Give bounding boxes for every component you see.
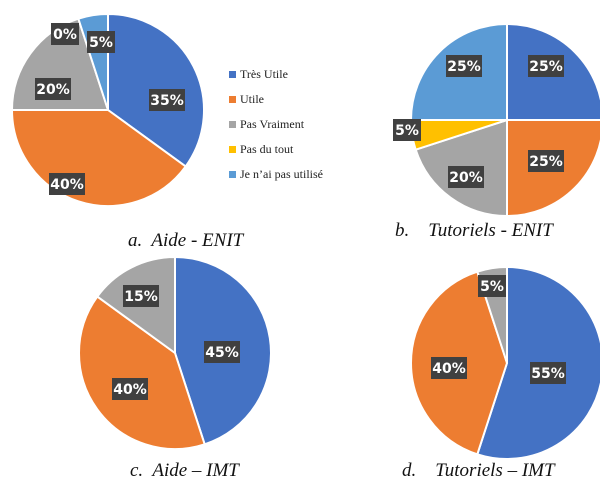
data-label-text: 5% [89, 35, 113, 51]
legend-label-tres-utile: Très Utile [240, 67, 288, 81]
data-label-text: 20% [36, 82, 70, 98]
caption-tutoriels-imt: d. Tutoriels – IMT [402, 460, 555, 481]
data-label-box [446, 55, 482, 77]
data-label-box [530, 362, 566, 384]
legend-label-pas-utilise: Je n’ai pas utilisé [240, 167, 323, 181]
data-label-box [149, 89, 185, 111]
pie-chart-3: 45% 40% 15% [78, 255, 272, 450]
data-label-box [393, 119, 421, 141]
data-label-box [123, 285, 159, 307]
data-label-pas-du-tout: 0% [51, 23, 79, 45]
data-label-text: 40% [50, 177, 84, 193]
data-label-text: 15% [124, 289, 158, 305]
data-label-box [448, 166, 484, 188]
pie-chart-1: 35% 40% 20% 0% 5% [10, 12, 205, 207]
data-label-pas-vraiment: 20% [448, 166, 484, 188]
legend-item-pas-du-tout: Pas du tout [229, 137, 323, 162]
legend-swatch-pas-utilise [229, 171, 236, 178]
data-label-text: 20% [449, 170, 483, 186]
pie-chart-2: 25% 25% 20% 5% 25% [393, 22, 600, 218]
legend-swatch-pas-du-tout [229, 146, 236, 153]
data-label-text: 55% [531, 366, 565, 382]
data-label-pas-vraiment: 15% [123, 285, 159, 307]
data-label-box [478, 275, 506, 297]
pie-chart-4: 55% 40% 5% [410, 265, 600, 460]
legend-label-utile: Utile [240, 92, 264, 106]
data-label-pas-du-tout: 5% [393, 119, 421, 141]
caption-aide-enit: a. Aide - ENIT [128, 230, 244, 251]
data-label-utile: 25% [528, 150, 564, 172]
data-label-utile: 40% [431, 357, 467, 379]
legend-swatch-tres-utile [229, 71, 236, 78]
legend-item-tres-utile: Très Utile [229, 62, 323, 87]
legend-item-pas-utilise: Je n’ai pas utilisé [229, 162, 323, 187]
data-label-tres-utile: 55% [530, 362, 566, 384]
data-label-text: 25% [529, 154, 563, 170]
data-label-text: 40% [432, 361, 466, 377]
data-label-je-n-ai-pas-utilise: 5% [87, 31, 115, 53]
data-label-text: 25% [447, 59, 481, 75]
data-label-box [51, 23, 79, 45]
data-label-je-n-ai-pas-utilise: 25% [446, 55, 482, 77]
data-label-box [204, 341, 240, 363]
data-label-box [35, 78, 71, 100]
caption-tutoriels-enit: b. Tutoriels - ENIT [395, 220, 553, 241]
data-label-text: 0% [53, 27, 77, 43]
data-label-text: 25% [529, 59, 563, 75]
pie-slice-utile [78, 295, 206, 450]
data-label-box [528, 55, 564, 77]
data-label-text: 45% [205, 345, 239, 361]
data-label-tres-utile: 45% [204, 341, 240, 363]
legend-item-utile: Utile [229, 87, 323, 112]
data-label-box [49, 173, 85, 195]
data-label-box [431, 357, 467, 379]
data-label-box [528, 150, 564, 172]
legend-item-pas-vraiment: Pas Vraiment [229, 112, 323, 137]
legend: Très Utile Utile Pas Vraiment Pas du tou… [229, 62, 323, 187]
legend-label-pas-vraiment: Pas Vraiment [240, 117, 305, 131]
data-label-text: 5% [480, 279, 504, 295]
data-label-tres-utile: 35% [149, 89, 185, 111]
data-label-text: 40% [113, 382, 147, 398]
legend-swatch-utile [229, 96, 236, 103]
data-label-pas-vraiment: 5% [478, 275, 506, 297]
legend-label-pas-du-tout: Pas du tout [240, 142, 294, 156]
data-label-pas-vraiment: 20% [35, 78, 71, 100]
data-label-utile: 40% [49, 173, 85, 195]
data-label-box [87, 31, 115, 53]
data-label-text: 35% [150, 93, 184, 109]
data-label-utile: 40% [112, 378, 148, 400]
data-label-tres-utile: 25% [528, 55, 564, 77]
data-label-text: 5% [395, 123, 419, 139]
caption-aide-imt: c. Aide – IMT [130, 460, 239, 481]
legend-swatch-pas-vraiment [229, 121, 236, 128]
data-label-box [112, 378, 148, 400]
